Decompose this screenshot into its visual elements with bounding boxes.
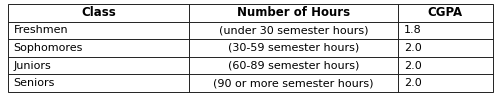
Text: Number of Hours: Number of Hours: [237, 6, 350, 19]
Text: 2.0: 2.0: [404, 78, 421, 88]
Text: (under 30 semester hours): (under 30 semester hours): [219, 25, 368, 35]
Text: (60-89 semester hours): (60-89 semester hours): [228, 61, 360, 71]
Text: Freshmen: Freshmen: [14, 25, 68, 35]
Text: 1.8: 1.8: [404, 25, 421, 35]
Text: 2.0: 2.0: [404, 61, 421, 71]
Text: (90 or more semester hours): (90 or more semester hours): [214, 78, 374, 88]
Text: Seniors: Seniors: [14, 78, 55, 88]
Text: CGPA: CGPA: [428, 6, 463, 19]
Text: 2.0: 2.0: [404, 43, 421, 53]
Text: (30-59 semester hours): (30-59 semester hours): [228, 43, 360, 53]
Text: Sophomores: Sophomores: [14, 43, 83, 53]
Text: Class: Class: [81, 6, 116, 19]
Text: Juniors: Juniors: [14, 61, 52, 71]
